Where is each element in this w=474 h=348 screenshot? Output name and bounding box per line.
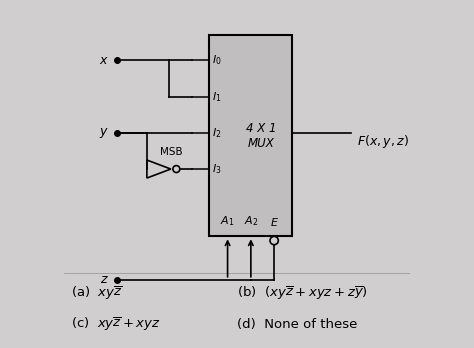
- Text: $I_0$: $I_0$: [212, 54, 222, 68]
- Text: $y$: $y$: [99, 126, 109, 140]
- Text: $I_3$: $I_3$: [212, 162, 221, 176]
- Text: (c)  $xy\overline{z} + xyz$: (c) $xy\overline{z} + xyz$: [71, 316, 161, 333]
- Text: $x$: $x$: [99, 54, 109, 67]
- Text: $A_1$: $A_1$: [220, 214, 235, 228]
- Text: (a)  $xy\overline{z}$: (a) $xy\overline{z}$: [71, 285, 122, 302]
- Text: $F(x, y, z)$: $F(x, y, z)$: [356, 133, 409, 150]
- Text: $I_1$: $I_1$: [212, 90, 221, 104]
- Circle shape: [173, 166, 180, 173]
- Bar: [210, 35, 292, 236]
- Text: (d)  None of these: (d) None of these: [237, 318, 357, 331]
- Text: 4 X 1
MUX: 4 X 1 MUX: [246, 122, 276, 150]
- Circle shape: [270, 236, 278, 245]
- Text: $E$: $E$: [270, 216, 279, 228]
- Text: MSB: MSB: [160, 147, 182, 157]
- Text: $I_2$: $I_2$: [212, 126, 221, 140]
- Text: $A_2$: $A_2$: [244, 214, 258, 228]
- Text: (b)  $(xy\overline{z} + xyz + z\overline{y})$: (b) $(xy\overline{z} + xyz + z\overline{…: [237, 285, 368, 302]
- Text: $z$: $z$: [100, 273, 109, 286]
